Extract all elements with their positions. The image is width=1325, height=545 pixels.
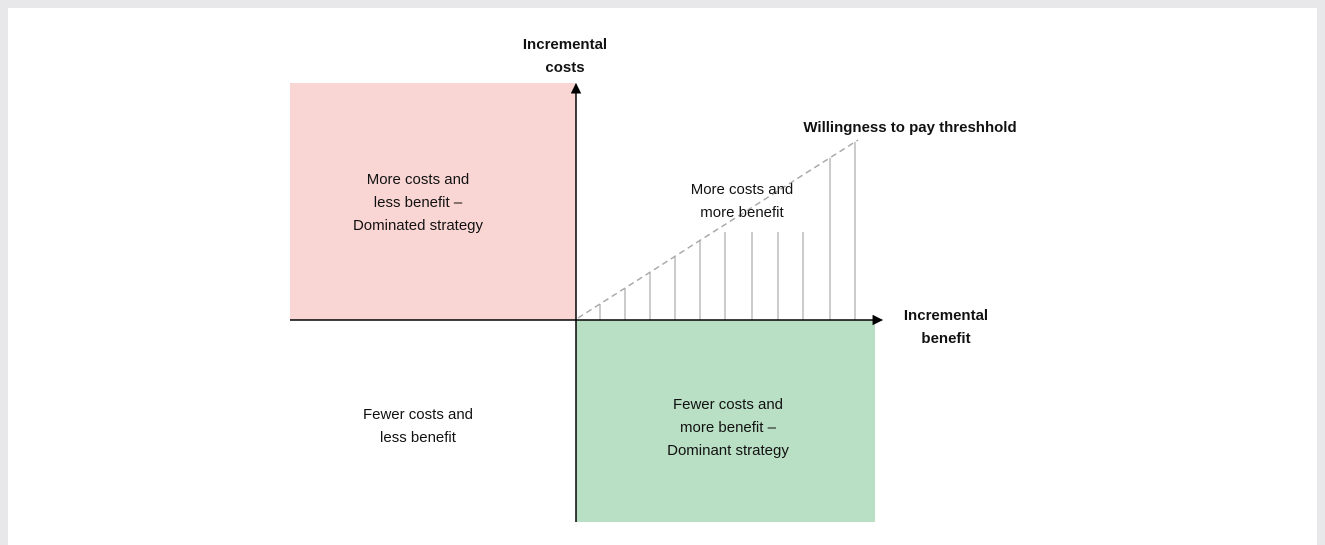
threshold-line: [577, 139, 859, 319]
quadrant-text: More costs and: [691, 181, 794, 198]
quadrant-text: Dominated strategy: [353, 217, 484, 234]
x-axis-label: benefit: [921, 330, 970, 347]
quadrant-text: Fewer costs and: [673, 396, 783, 413]
dominant-region: [576, 320, 875, 522]
quadrant-text: Fewer costs and: [363, 406, 473, 423]
quadrant-text: Dominant strategy: [667, 442, 789, 459]
quadrant-text: less benefit –: [374, 194, 463, 211]
quadrant-text: More costs and: [367, 171, 470, 188]
y-axis-label: costs: [545, 59, 584, 76]
x-axis-label: Incremental: [904, 307, 988, 324]
quadrant-text: more benefit –: [680, 419, 777, 436]
threshold-label: Willingness to pay threshhold: [803, 119, 1016, 136]
dominated-region: [290, 83, 576, 320]
hatch: [599, 141, 856, 320]
quadrant-text: less benefit: [380, 429, 457, 446]
y-axis-label: Incremental: [523, 36, 607, 53]
quadrant-text: more benefit: [700, 204, 784, 221]
